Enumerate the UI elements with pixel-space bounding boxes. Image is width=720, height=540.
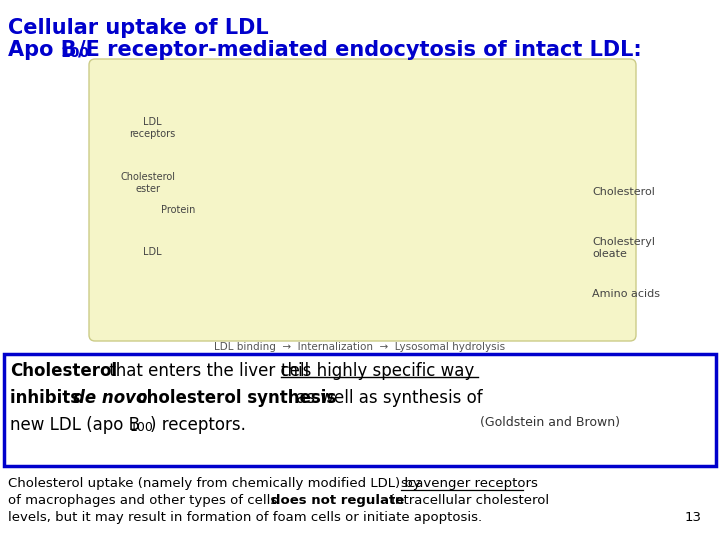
Text: /E receptor-mediated endocytosis of intact LDL:: /E receptor-mediated endocytosis of inta… xyxy=(78,40,642,60)
Text: 13: 13 xyxy=(685,511,702,524)
Text: Cholesterol: Cholesterol xyxy=(10,362,117,380)
Text: Cholesterol: Cholesterol xyxy=(592,187,655,197)
Text: Apo B: Apo B xyxy=(8,40,76,60)
FancyBboxPatch shape xyxy=(89,59,636,341)
Text: LDL
receptors: LDL receptors xyxy=(129,117,175,139)
Text: LDL binding  →  Internalization  →  Lysosomal hydrolysis: LDL binding → Internalization → Lysosoma… xyxy=(215,342,505,352)
Text: that enters the liver cell: that enters the liver cell xyxy=(104,362,315,380)
Text: 100: 100 xyxy=(60,46,89,60)
Text: intracellular cholesterol: intracellular cholesterol xyxy=(387,494,549,507)
Text: Cholesterol
ester: Cholesterol ester xyxy=(120,172,176,194)
Text: (Goldstein and Brown): (Goldstein and Brown) xyxy=(480,416,620,429)
Text: does not regulate: does not regulate xyxy=(271,494,404,507)
Text: Cellular uptake of LDL: Cellular uptake of LDL xyxy=(8,18,269,38)
Text: of macrophages and other types of cells: of macrophages and other types of cells xyxy=(8,494,282,507)
Text: de novo: de novo xyxy=(73,389,148,407)
Text: Amino acids: Amino acids xyxy=(592,289,660,299)
Text: inhibits: inhibits xyxy=(10,389,86,407)
Text: LDL: LDL xyxy=(143,247,161,257)
FancyBboxPatch shape xyxy=(4,354,716,466)
Text: scavenger receptors: scavenger receptors xyxy=(401,477,538,490)
Text: as well as synthesis of: as well as synthesis of xyxy=(291,389,482,407)
Text: new LDL (apo B: new LDL (apo B xyxy=(10,416,140,434)
Text: levels, but it may result in formation of foam cells or initiate apoptosis.: levels, but it may result in formation o… xyxy=(8,511,482,524)
Text: Cholesterol uptake (namely from chemically modified LDL) by: Cholesterol uptake (namely from chemical… xyxy=(8,477,425,490)
Text: cholesterol synthesis: cholesterol synthesis xyxy=(131,389,336,407)
Text: Cholesteryl
oleate: Cholesteryl oleate xyxy=(592,237,655,259)
Text: 100: 100 xyxy=(130,421,154,434)
Text: this highly specific way: this highly specific way xyxy=(281,362,474,380)
Text: Protein: Protein xyxy=(161,205,195,215)
Text: ) receptors.: ) receptors. xyxy=(150,416,246,434)
